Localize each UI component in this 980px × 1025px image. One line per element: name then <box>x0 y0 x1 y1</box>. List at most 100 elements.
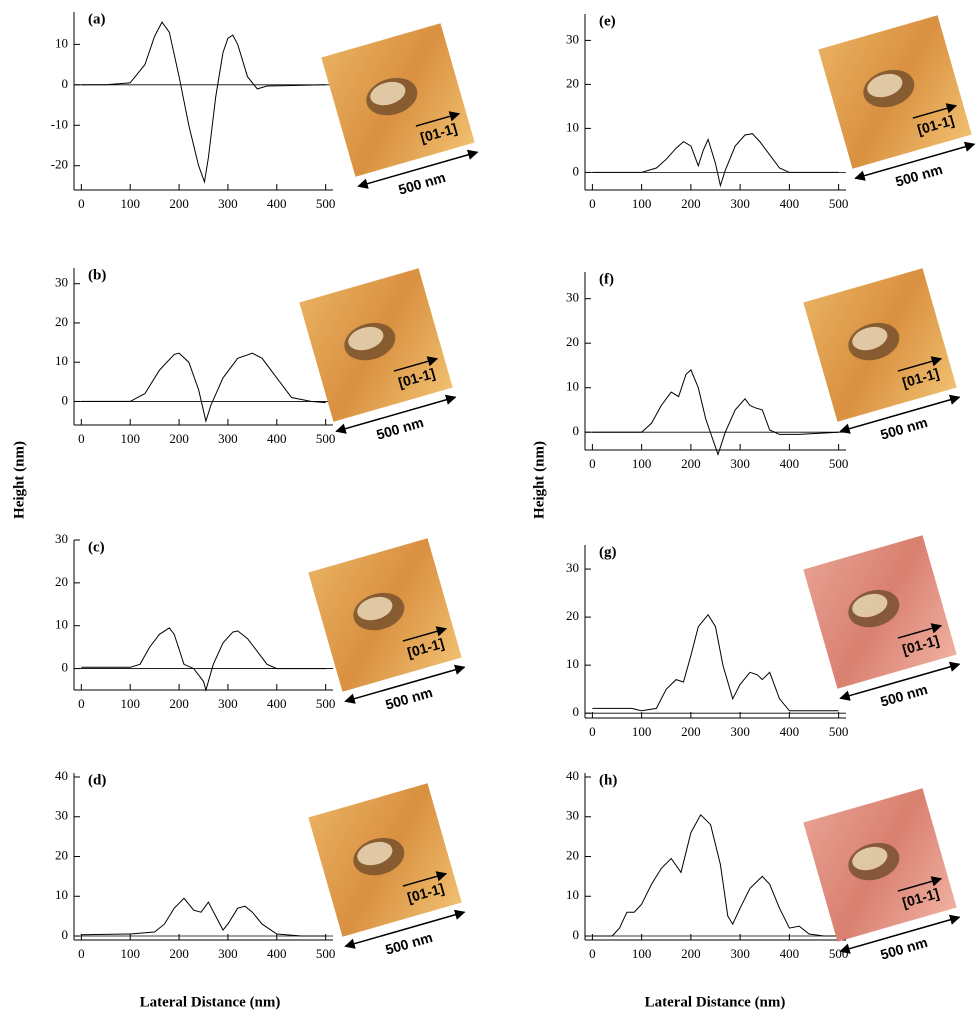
y-tick-label: 20 <box>566 334 579 349</box>
panel-label: (h) <box>599 772 617 788</box>
afm-image: [01-1]500 nm <box>803 268 965 453</box>
x-tick-label: 400 <box>780 196 800 211</box>
y-tick-label: 10 <box>566 656 579 671</box>
x-tick-label: 300 <box>218 196 238 211</box>
x-tick-label: 400 <box>267 196 287 211</box>
y-tick-label: 0 <box>62 660 69 675</box>
afm-image: [01-1]500 nm <box>803 535 965 720</box>
x-axis-label: Lateral Distance (nm) <box>140 994 281 1010</box>
x-tick-label: 0 <box>589 456 596 471</box>
x-tick-label: 100 <box>632 456 652 471</box>
x-tick-label: 100 <box>120 196 140 211</box>
y-tick-label: 0 <box>573 423 580 438</box>
y-tick-label: 30 <box>566 31 579 46</box>
x-tick-label: 0 <box>78 696 85 711</box>
afm-image: [01-1]500 nm <box>321 23 483 208</box>
profile-line <box>81 22 325 182</box>
panel-label: (g) <box>599 544 617 560</box>
profile-line <box>81 353 325 421</box>
y-tick-label: 10 <box>566 887 579 902</box>
y-tick-label: 10 <box>566 379 579 394</box>
y-tick-label: 0 <box>62 392 69 407</box>
x-tick-label: 200 <box>169 946 189 961</box>
panel-label: (b) <box>88 267 106 283</box>
profile-line <box>592 615 838 711</box>
x-tick-label: 100 <box>120 431 140 446</box>
y-axis-label: Height (nm) <box>531 441 547 519</box>
y-tick-label: 30 <box>55 275 68 290</box>
panel-label: (a) <box>88 11 106 27</box>
x-tick-label: 0 <box>78 196 85 211</box>
x-tick-label: 0 <box>589 946 596 961</box>
panel-label: (c) <box>88 539 105 555</box>
y-tick-label: 30 <box>566 808 579 823</box>
y-tick-label: 10 <box>55 887 68 902</box>
x-tick-label: 200 <box>681 196 701 211</box>
y-tick-label: 40 <box>566 768 579 783</box>
x-tick-label: 200 <box>169 431 189 446</box>
x-tick-label: 500 <box>829 196 849 211</box>
y-tick-label: 40 <box>55 768 68 783</box>
x-tick-label: 300 <box>218 696 238 711</box>
x-tick-label: 0 <box>589 196 596 211</box>
x-tick-label: 200 <box>681 946 701 961</box>
x-tick-label: 100 <box>120 946 140 961</box>
x-tick-label: 500 <box>829 724 849 739</box>
x-tick-label: 400 <box>780 724 800 739</box>
profile-line <box>81 898 325 936</box>
y-tick-label: 20 <box>55 847 68 862</box>
x-tick-label: 100 <box>120 696 140 711</box>
x-tick-label: 500 <box>316 431 336 446</box>
x-tick-label: 300 <box>730 456 750 471</box>
y-tick-label: 10 <box>566 119 579 134</box>
x-tick-label: 500 <box>316 196 336 211</box>
x-tick-label: 0 <box>78 946 85 961</box>
profile-line <box>592 815 838 936</box>
y-tick-label: 0 <box>573 704 580 719</box>
y-tick-label: -20 <box>51 157 68 172</box>
x-tick-label: 100 <box>632 946 652 961</box>
x-tick-label: 400 <box>267 431 287 446</box>
y-tick-label: 0 <box>573 927 580 942</box>
y-axis-label: Height (nm) <box>11 441 27 519</box>
y-tick-label: 10 <box>55 617 68 632</box>
y-tick-label: -10 <box>51 116 68 131</box>
y-tick-label: 20 <box>566 847 579 862</box>
x-tick-label: 500 <box>316 696 336 711</box>
x-tick-label: 400 <box>267 946 287 961</box>
x-tick-label: 200 <box>681 456 701 471</box>
x-tick-label: 500 <box>316 946 336 961</box>
y-tick-label: 20 <box>566 608 579 623</box>
x-tick-label: 300 <box>730 946 750 961</box>
profile-line <box>81 628 325 690</box>
panel-label: (e) <box>599 13 616 29</box>
x-tick-label: 400 <box>780 946 800 961</box>
x-tick-label: 0 <box>78 431 85 446</box>
x-tick-label: 300 <box>730 724 750 739</box>
y-tick-label: 30 <box>55 808 68 823</box>
figure: Height (nm) Height (nm) Lateral Distance… <box>0 0 980 1020</box>
x-tick-label: 300 <box>218 431 238 446</box>
y-tick-label: 0 <box>62 76 69 91</box>
panel-label: (d) <box>88 772 106 788</box>
y-tick-label: 30 <box>566 290 579 305</box>
x-tick-label: 400 <box>267 696 287 711</box>
y-tick-label: 0 <box>573 163 580 178</box>
y-tick-label: 10 <box>55 35 68 50</box>
x-tick-label: 200 <box>169 196 189 211</box>
x-tick-label: 200 <box>169 696 189 711</box>
y-tick-label: 10 <box>55 353 68 368</box>
y-tick-label: 0 <box>62 927 69 942</box>
profile-line <box>592 134 838 186</box>
y-tick-label: 20 <box>55 314 68 329</box>
x-tick-label: 400 <box>780 456 800 471</box>
afm-image: [01-1]500 nm <box>803 788 965 973</box>
y-tick-label: 30 <box>566 560 579 575</box>
x-tick-label: 300 <box>218 946 238 961</box>
x-tick-label: 0 <box>589 724 596 739</box>
y-tick-label: 20 <box>55 574 68 589</box>
x-tick-label: 100 <box>632 196 652 211</box>
x-tick-label: 500 <box>829 456 849 471</box>
panel-label: (f) <box>599 271 614 287</box>
y-tick-label: 30 <box>55 531 68 546</box>
